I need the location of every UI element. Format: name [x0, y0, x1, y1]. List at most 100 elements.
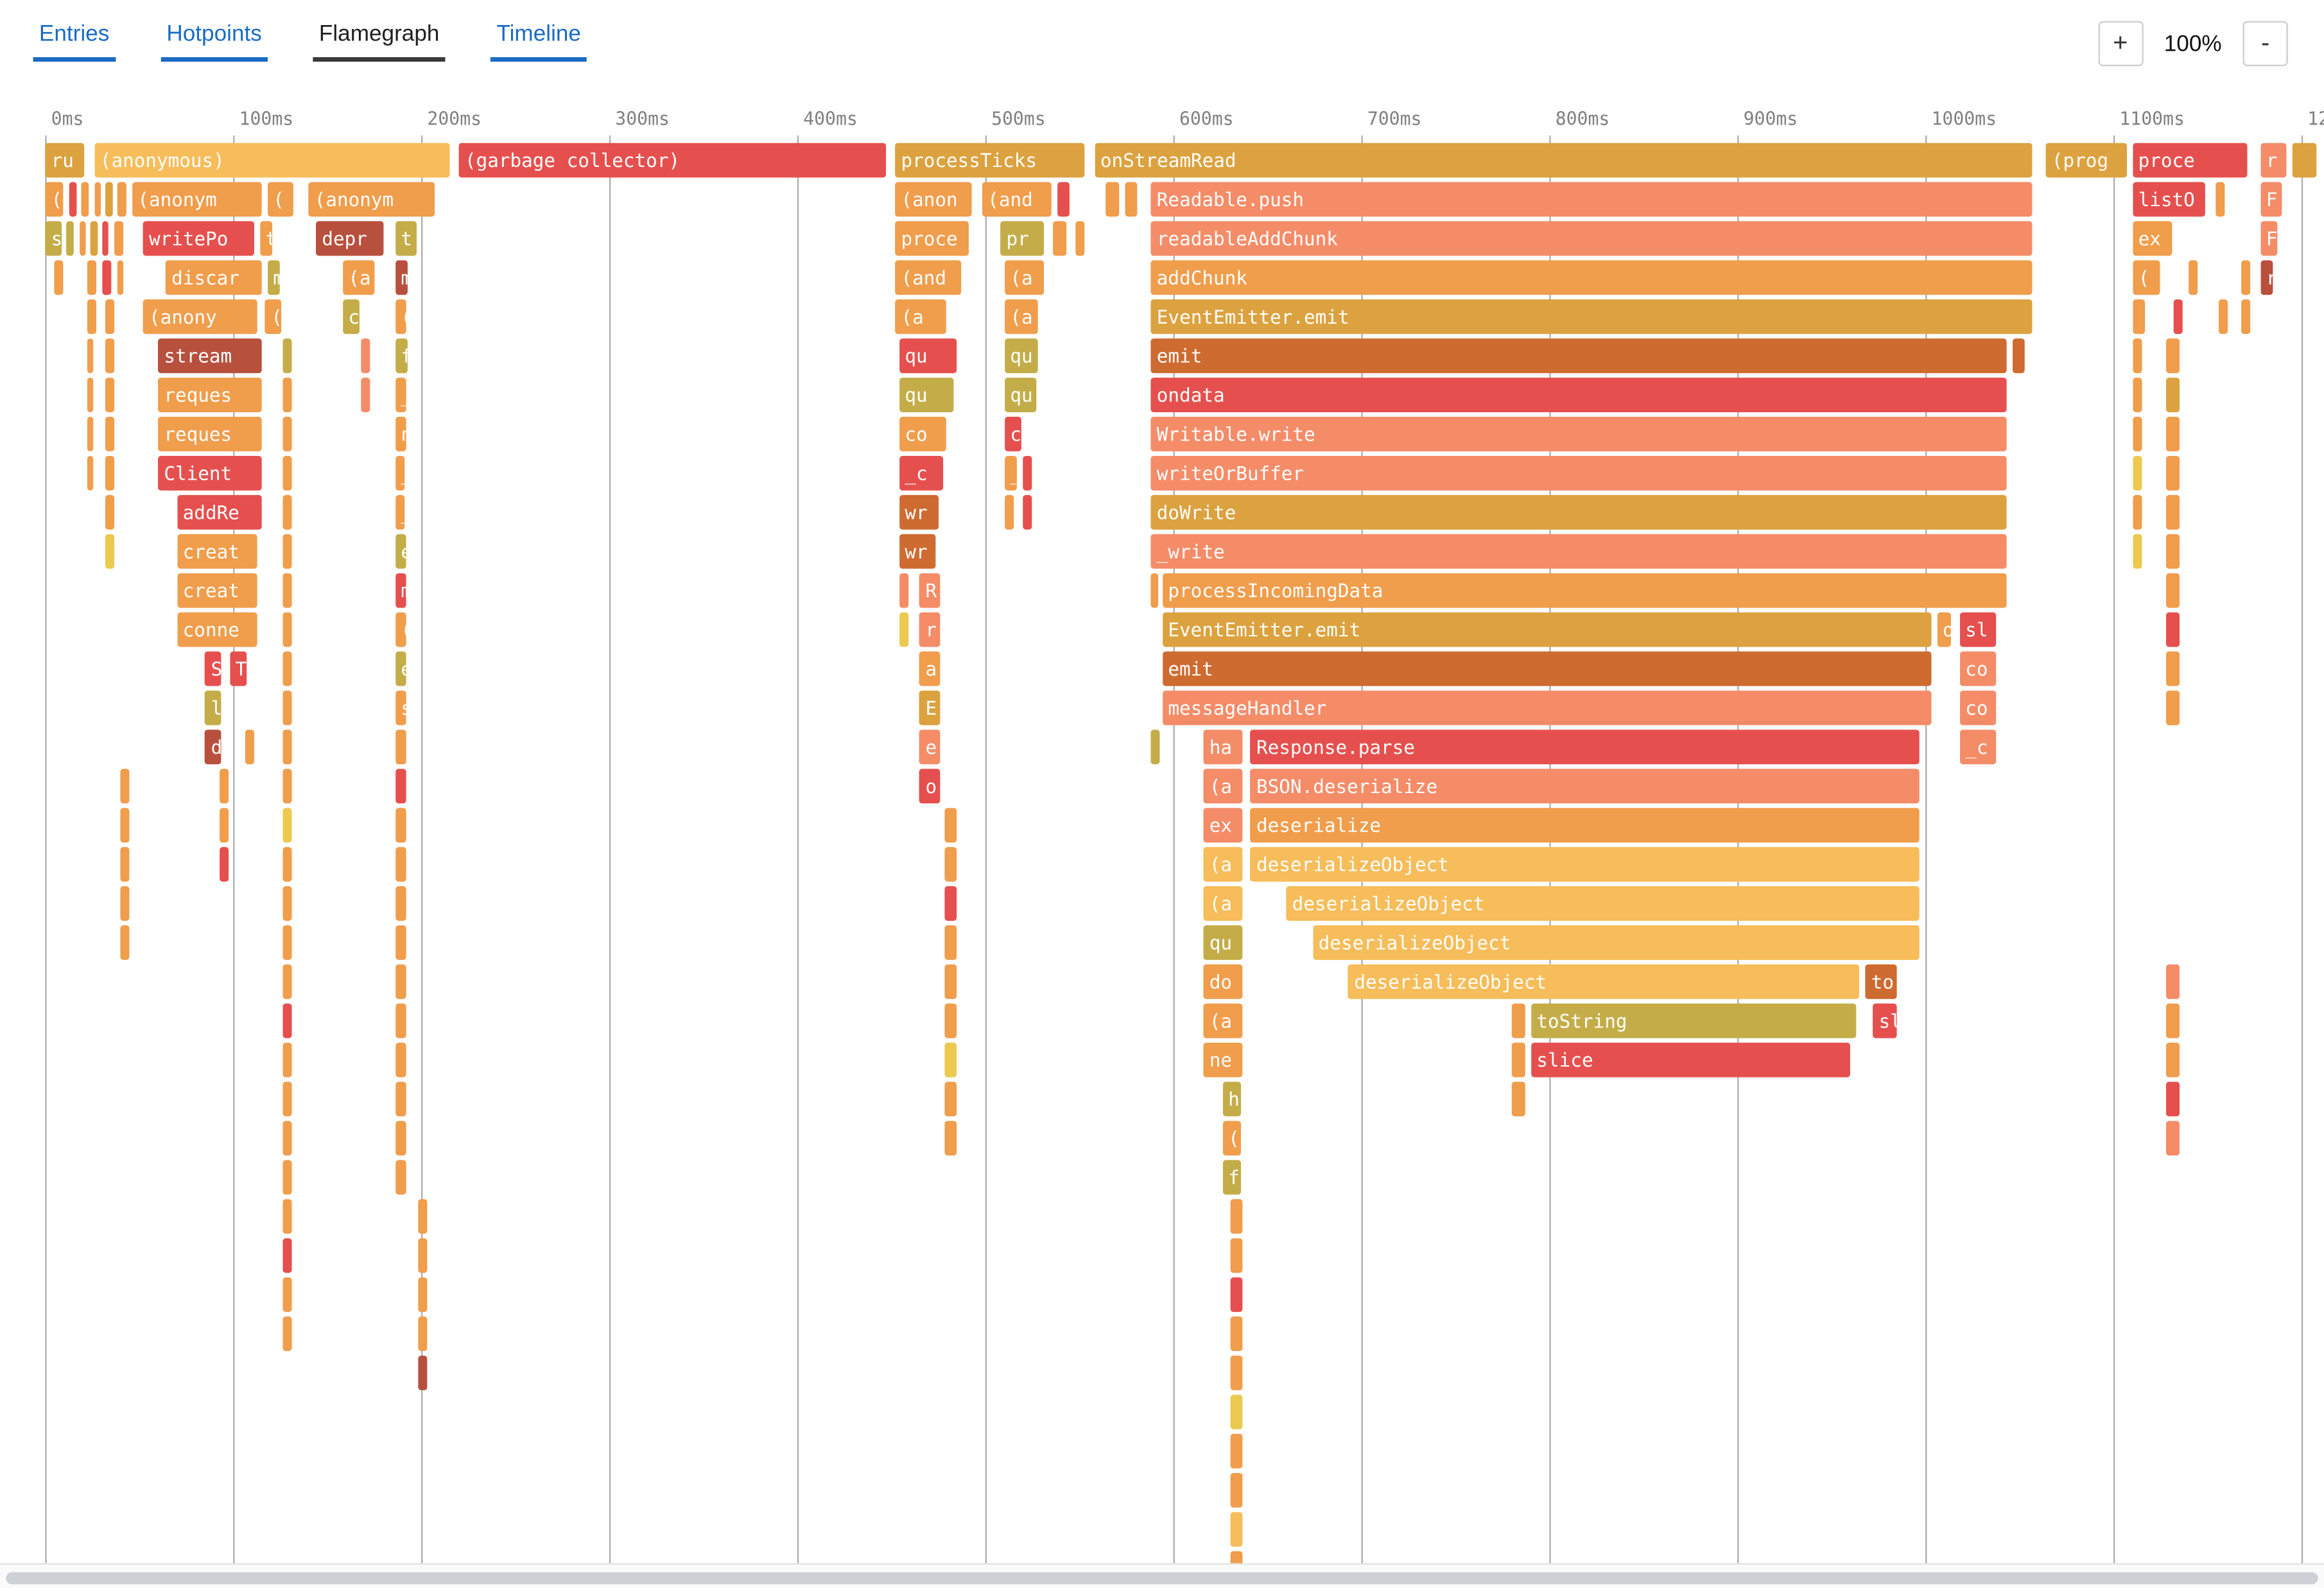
flame-frame[interactable]: [80, 182, 89, 217]
flame-frame[interactable]: [105, 182, 113, 217]
flame-frame[interactable]: [944, 1003, 957, 1038]
flame-frame[interactable]: [1150, 573, 1158, 608]
flame-frame[interactable]: [282, 534, 291, 569]
flame-frame[interactable]: [282, 1003, 291, 1038]
flame-frame[interactable]: [1003, 494, 1014, 530]
flame-frame[interactable]: [2165, 690, 2179, 726]
flame-frame[interactable]: r: [2260, 143, 2286, 178]
flame-frame[interactable]: _c: [1959, 729, 1997, 765]
tab-timeline[interactable]: Timeline: [490, 0, 587, 62]
flame-frame[interactable]: [220, 769, 229, 804]
flame-frame[interactable]: [395, 1003, 406, 1038]
flame-frame[interactable]: [2292, 143, 2316, 178]
flame-frame[interactable]: Writable.write: [1150, 417, 2006, 451]
flame-frame[interactable]: [282, 925, 291, 960]
flame-frame[interactable]: [944, 1081, 957, 1117]
flame-frame[interactable]: [86, 455, 94, 491]
flame-frame[interactable]: [282, 417, 291, 451]
flame-frame[interactable]: r: [2260, 260, 2273, 295]
flame-frame[interactable]: [1229, 1238, 1243, 1273]
flame-frame[interactable]: qu: [1003, 338, 1038, 374]
flame-frame[interactable]: [282, 494, 291, 530]
flame-frame[interactable]: [282, 612, 291, 647]
flame-frame[interactable]: [1229, 1316, 1243, 1352]
flame-frame[interactable]: [417, 1199, 427, 1234]
flame-frame[interactable]: [395, 1081, 406, 1117]
flame-frame[interactable]: [2165, 1042, 2179, 1078]
flame-frame[interactable]: [105, 417, 115, 451]
flame-frame[interactable]: T: [229, 651, 247, 686]
flame-frame[interactable]: [220, 808, 229, 843]
flame-frame[interactable]: [944, 808, 957, 843]
flame-frame[interactable]: [2189, 260, 2198, 295]
tab-flamegraph[interactable]: Flamegraph: [313, 0, 446, 62]
flame-frame[interactable]: (anonymous): [94, 143, 449, 178]
flame-frame[interactable]: creat: [177, 534, 257, 569]
flame-frame[interactable]: f: [1222, 1160, 1241, 1195]
flame-frame[interactable]: deserializeObject: [1348, 964, 1859, 999]
flame-frame[interactable]: [2165, 1081, 2179, 1117]
flame-frame[interactable]: t: [259, 221, 273, 256]
flame-frame[interactable]: [1511, 1042, 1525, 1078]
flame-frame[interactable]: EventEmitter.emit: [1150, 299, 2033, 335]
flame-frame[interactable]: [2165, 573, 2179, 608]
flame-frame[interactable]: addRe: [177, 494, 261, 530]
flame-frame[interactable]: [220, 847, 229, 882]
zoom-out-button[interactable]: -: [2242, 21, 2288, 67]
flame-frame[interactable]: [2165, 338, 2179, 374]
flame-frame[interactable]: _c: [898, 455, 944, 491]
flame-frame[interactable]: [2241, 260, 2251, 295]
flame-frame[interactable]: [282, 1238, 291, 1273]
flame-frame[interactable]: (anon: [895, 182, 972, 217]
flame-frame[interactable]: r: [919, 612, 940, 647]
flame-frame[interactable]: a: [919, 651, 940, 686]
flame-frame[interactable]: e: [919, 729, 940, 765]
flame-frame[interactable]: [2218, 299, 2228, 335]
flame-frame[interactable]: wr: [898, 534, 936, 569]
flame-frame[interactable]: [244, 729, 254, 765]
flame-frame[interactable]: [361, 378, 370, 412]
flame-frame[interactable]: creat: [177, 573, 257, 608]
flame-frame[interactable]: t: [395, 221, 417, 256]
flame-frame[interactable]: (: [395, 612, 406, 647]
flame-frame[interactable]: [2165, 964, 2179, 999]
flame-frame[interactable]: [105, 299, 115, 335]
flame-frame[interactable]: conne: [177, 612, 257, 647]
flame-frame[interactable]: [2132, 455, 2142, 491]
flame-frame[interactable]: R: [919, 573, 940, 608]
flame-frame[interactable]: [898, 573, 908, 608]
flame-frame[interactable]: h: [1222, 1081, 1241, 1117]
flame-frame[interactable]: l: [205, 690, 222, 726]
flame-frame[interactable]: [2165, 1121, 2179, 1156]
flame-frame[interactable]: [1056, 182, 1070, 217]
flame-frame[interactable]: m: [395, 573, 406, 608]
flame-frame[interactable]: [395, 964, 406, 999]
flame-frame[interactable]: (garbage collector): [458, 143, 885, 178]
flame-frame[interactable]: (: [264, 299, 282, 335]
flame-frame[interactable]: [1229, 1394, 1243, 1429]
flame-frame[interactable]: e: [395, 534, 406, 569]
flame-frame[interactable]: [94, 182, 101, 217]
flame-frame[interactable]: [395, 847, 406, 882]
flame-frame[interactable]: (anonym: [308, 182, 434, 217]
flame-frame[interactable]: [86, 378, 94, 412]
flame-frame[interactable]: [116, 182, 126, 217]
flame-frame[interactable]: [120, 847, 130, 882]
flame-frame[interactable]: [395, 729, 406, 765]
flame-frame[interactable]: [1511, 1003, 1525, 1038]
flame-frame[interactable]: [282, 769, 291, 804]
flame-frame[interactable]: [1106, 182, 1119, 217]
flame-frame[interactable]: [944, 925, 957, 960]
tab-entries[interactable]: Entries: [33, 0, 116, 62]
flame-frame[interactable]: m: [395, 260, 408, 295]
flame-frame[interactable]: Client: [158, 455, 261, 491]
flame-frame[interactable]: processIncomingData: [1161, 573, 2006, 608]
flame-frame[interactable]: S: [205, 651, 222, 686]
flame-frame[interactable]: depr: [316, 221, 383, 256]
flame-frame[interactable]: doWrite: [1150, 494, 2006, 530]
flame-frame[interactable]: [417, 1238, 427, 1273]
flame-frame[interactable]: proce: [2132, 143, 2247, 178]
flame-frame[interactable]: deserializeObject: [1286, 886, 1920, 921]
flame-frame[interactable]: [417, 1316, 427, 1352]
flame-frame[interactable]: proce: [895, 221, 968, 256]
